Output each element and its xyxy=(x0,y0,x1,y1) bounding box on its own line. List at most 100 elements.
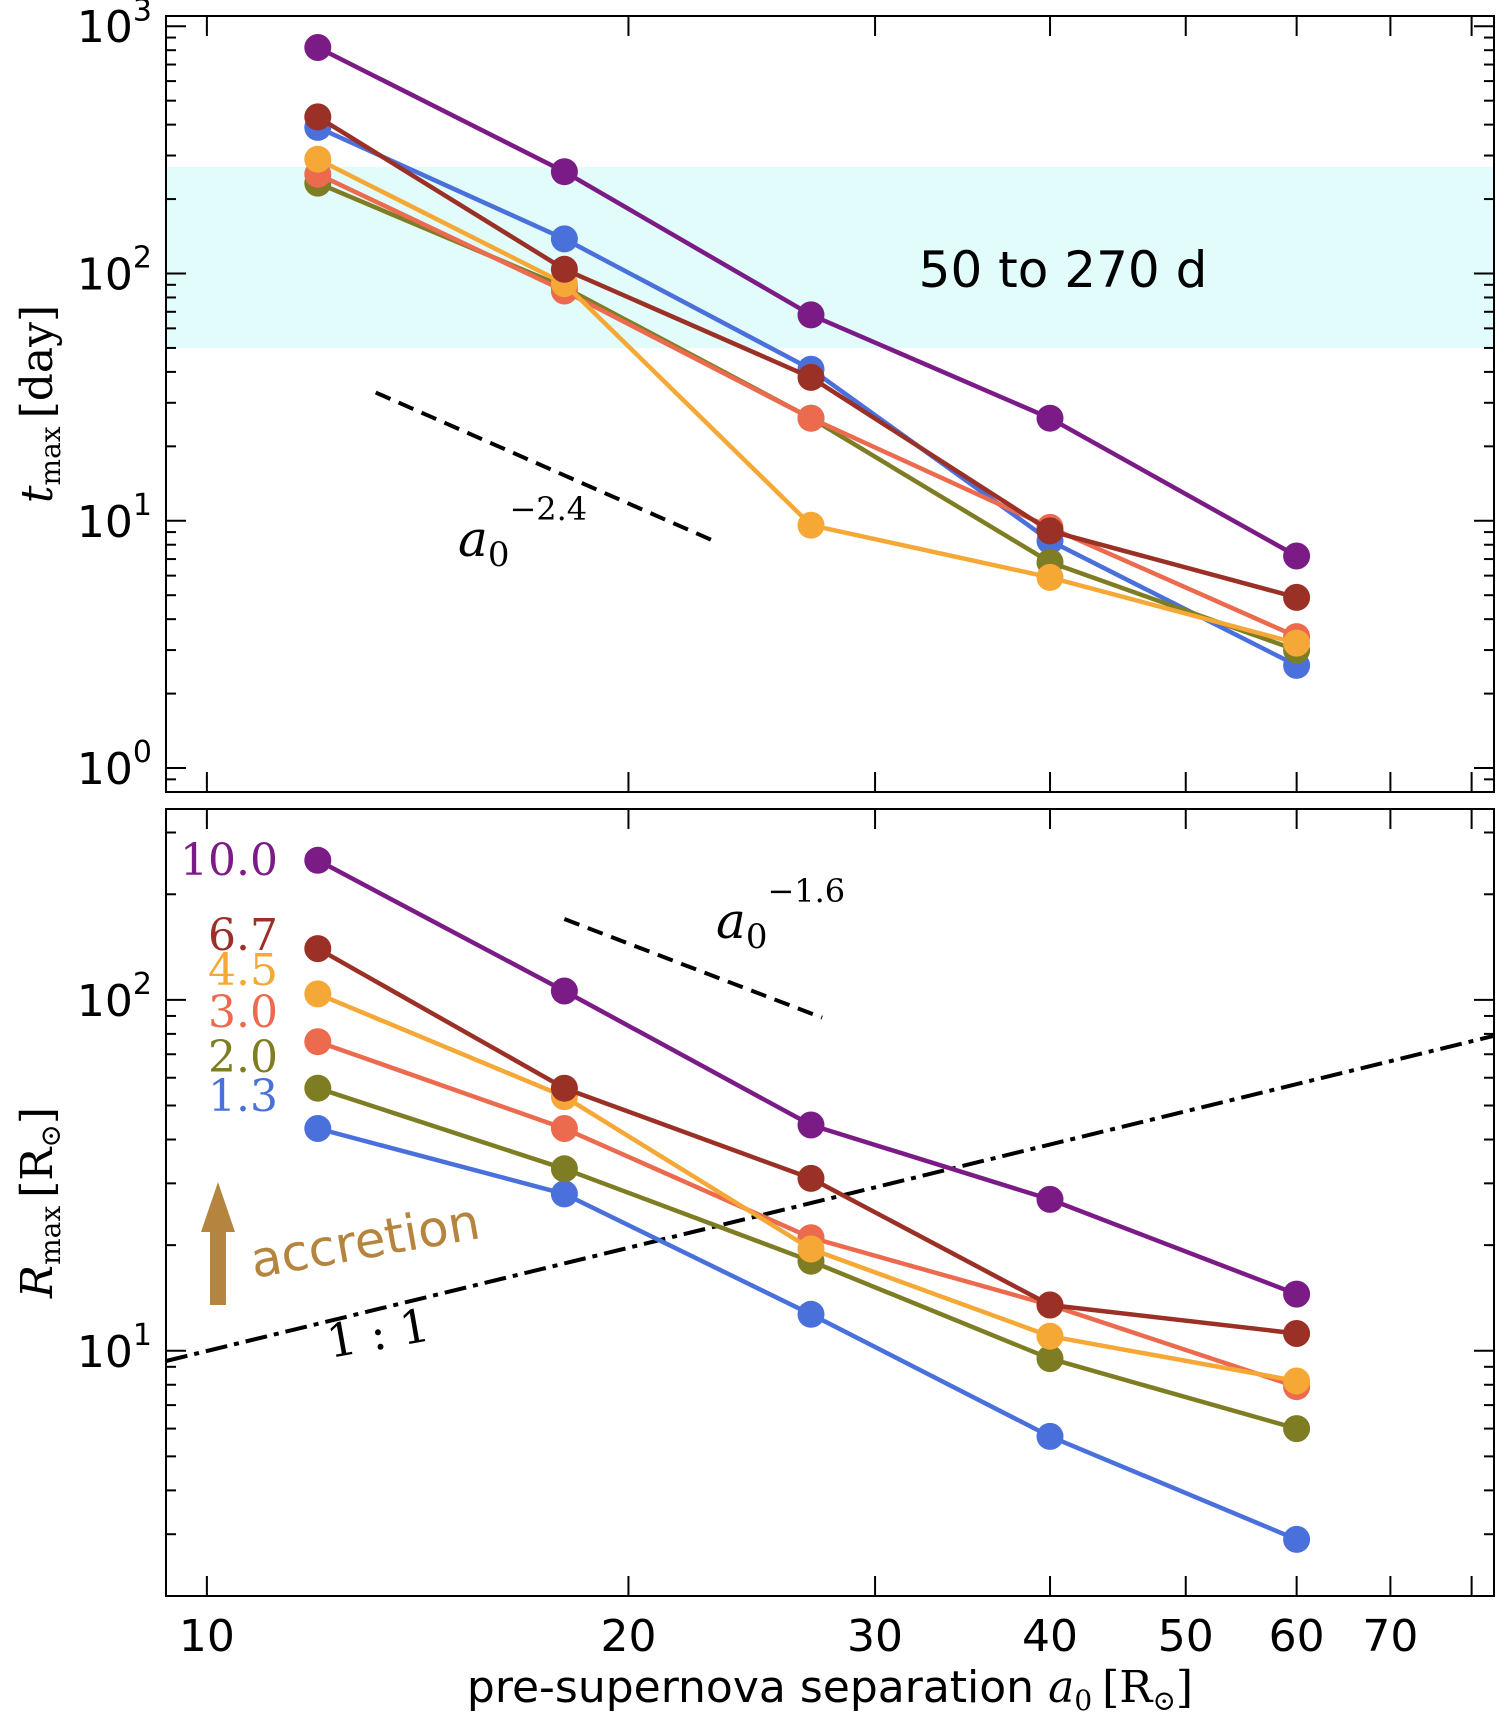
one-to-one-label: 1 : 1 xyxy=(323,1298,434,1369)
y-tick-base: 10 xyxy=(77,250,133,301)
data-point-1.3-1 xyxy=(550,225,578,253)
y-tick-base: 10 xyxy=(77,1327,133,1378)
data-point-4.5-2 xyxy=(797,1235,825,1263)
top-ylabel-unit: [day] xyxy=(12,305,63,419)
data-point-4.5-2 xyxy=(797,511,825,539)
top-ylabel-sub: max xyxy=(34,426,67,485)
slope-guide-label: a0 −2.4 xyxy=(458,490,587,575)
accretion-label: accretion xyxy=(246,1192,484,1289)
x-tick-label: 30 xyxy=(847,1611,903,1662)
x-tick-label: 70 xyxy=(1362,1611,1418,1662)
data-point-10.0-1 xyxy=(550,158,578,186)
data-point-10.0-0 xyxy=(304,846,332,874)
xlabel-sub: 0 xyxy=(1074,1684,1092,1717)
data-point-3.0-0 xyxy=(304,1028,332,1056)
y-tick-exponent: 1 xyxy=(133,1318,152,1353)
legend-label-4.5: 4.5 xyxy=(208,945,278,996)
legend-label-10.0: 10.0 xyxy=(180,835,278,886)
data-point-6.7-1 xyxy=(550,1074,578,1102)
highlight-band xyxy=(166,166,1494,348)
y-tick-label: 102 xyxy=(77,967,152,1027)
y-tick-label: 101 xyxy=(77,488,152,548)
bottom-ylabel-var: R xyxy=(12,1265,63,1299)
slope-guide-base: a xyxy=(458,510,488,568)
data-point-6.7-3 xyxy=(1036,1291,1064,1319)
y-tick-label: 101 xyxy=(77,1318,152,1378)
data-point-2.0-1 xyxy=(550,1155,578,1183)
data-point-10.0-3 xyxy=(1036,404,1064,432)
data-point-1.3-1 xyxy=(550,1180,578,1208)
data-point-10.0-4 xyxy=(1283,1280,1311,1308)
y-tick-base: 10 xyxy=(77,2,133,53)
legend-label-3.0: 3.0 xyxy=(208,987,278,1038)
data-point-3.0-1 xyxy=(550,1115,578,1142)
data-point-4.5-3 xyxy=(1036,563,1064,591)
xlabel-unit: [R xyxy=(1102,1662,1154,1713)
band-label: 50 to 270 d xyxy=(919,241,1208,299)
slope-guide-line xyxy=(374,390,715,543)
data-point-6.7-3 xyxy=(1036,517,1064,545)
data-point-1.3-0 xyxy=(304,1115,332,1142)
xlabel-sun: ⊙ xyxy=(1152,1684,1175,1717)
xlabel-var: a xyxy=(1048,1662,1074,1713)
slope-guide-exponent: −2.4 xyxy=(509,490,587,528)
data-point-4.5-0 xyxy=(304,980,332,1008)
slope-guide-sub: 0 xyxy=(746,917,768,957)
top-ylabel-var: t xyxy=(12,485,63,503)
bottom-ylabel-unit: [R xyxy=(12,1146,63,1198)
y-tick-base: 10 xyxy=(77,744,133,795)
xlabel-text: pre-supernova separation xyxy=(467,1662,1034,1713)
bottom-panel: 1 : 1 a0−1.6 10.06.74.53.02.01.3 accreti… xyxy=(12,808,1495,1717)
x-tick-label: 40 xyxy=(1022,1611,1078,1662)
y-tick-exponent: 2 xyxy=(133,241,152,276)
data-point-6.7-2 xyxy=(797,1164,825,1192)
x-tick-label: 20 xyxy=(600,1611,656,1662)
x-axis-label: pre-supernova separation a0 [R⊙] xyxy=(467,1662,1193,1717)
top-series-group xyxy=(304,34,1311,679)
data-point-2.0-3 xyxy=(1036,1345,1064,1373)
bottom-ylabel-sun: ⊙ xyxy=(34,1124,67,1147)
y-tick-label: 100 xyxy=(77,735,152,795)
bottom-ylabel-sub: max xyxy=(34,1206,67,1265)
bottom-ylabel-close: ] xyxy=(12,1107,63,1124)
data-point-4.5-4 xyxy=(1283,1367,1311,1395)
data-point-3.0-2 xyxy=(797,404,825,432)
x-tick-labels: 10 20 30 40 50 60 70 xyxy=(179,1611,1419,1662)
bottom-axis-ticks xyxy=(166,809,1494,1597)
data-point-10.0-0 xyxy=(304,34,332,61)
data-point-4.5-3 xyxy=(1036,1322,1064,1350)
data-point-1.3-3 xyxy=(1036,1422,1064,1450)
data-point-10.0-4 xyxy=(1283,542,1311,570)
y-tick-label: 103 xyxy=(77,0,152,53)
y-tick-exponent: 0 xyxy=(133,735,152,770)
data-point-6.7-2 xyxy=(797,363,825,391)
bottom-plot-frame xyxy=(165,808,1495,1597)
accretion-arrow-icon xyxy=(201,1182,235,1305)
data-point-1.3-4 xyxy=(1283,1525,1311,1553)
top-y-axis-label: tmax [day] xyxy=(12,305,67,503)
one-to-one-line xyxy=(165,1033,1495,1363)
slope-guide-base: a xyxy=(716,892,746,950)
xlabel-close: ] xyxy=(1176,1662,1193,1713)
data-point-10.0-3 xyxy=(1036,1185,1064,1213)
data-point-10.0-1 xyxy=(550,977,578,1005)
data-point-2.0-4 xyxy=(1283,1415,1311,1443)
slope-guide-sub: 0 xyxy=(488,535,510,575)
series-legend: 10.0 6.74.53.02.01.3 xyxy=(180,835,278,1122)
data-point-4.5-0 xyxy=(304,145,332,173)
x-tick-label: 50 xyxy=(1158,1611,1214,1662)
data-point-10.0-2 xyxy=(797,301,825,329)
data-point-2.0-0 xyxy=(304,1074,332,1102)
y-tick-exponent: 3 xyxy=(133,0,152,28)
bottom-y-tick-labels: 101 102 xyxy=(77,967,152,1378)
y-tick-base: 10 xyxy=(77,497,133,548)
legend-label-6.7: 6.7 xyxy=(208,910,278,961)
data-point-1.3-2 xyxy=(797,1300,825,1328)
series-line-6.7 xyxy=(316,946,1297,1336)
top-axis-ticks xyxy=(166,16,1494,793)
y-tick-label: 102 xyxy=(77,241,152,301)
x-tick-label: 10 xyxy=(179,1611,235,1662)
accretion-arrow-shape xyxy=(201,1182,235,1305)
